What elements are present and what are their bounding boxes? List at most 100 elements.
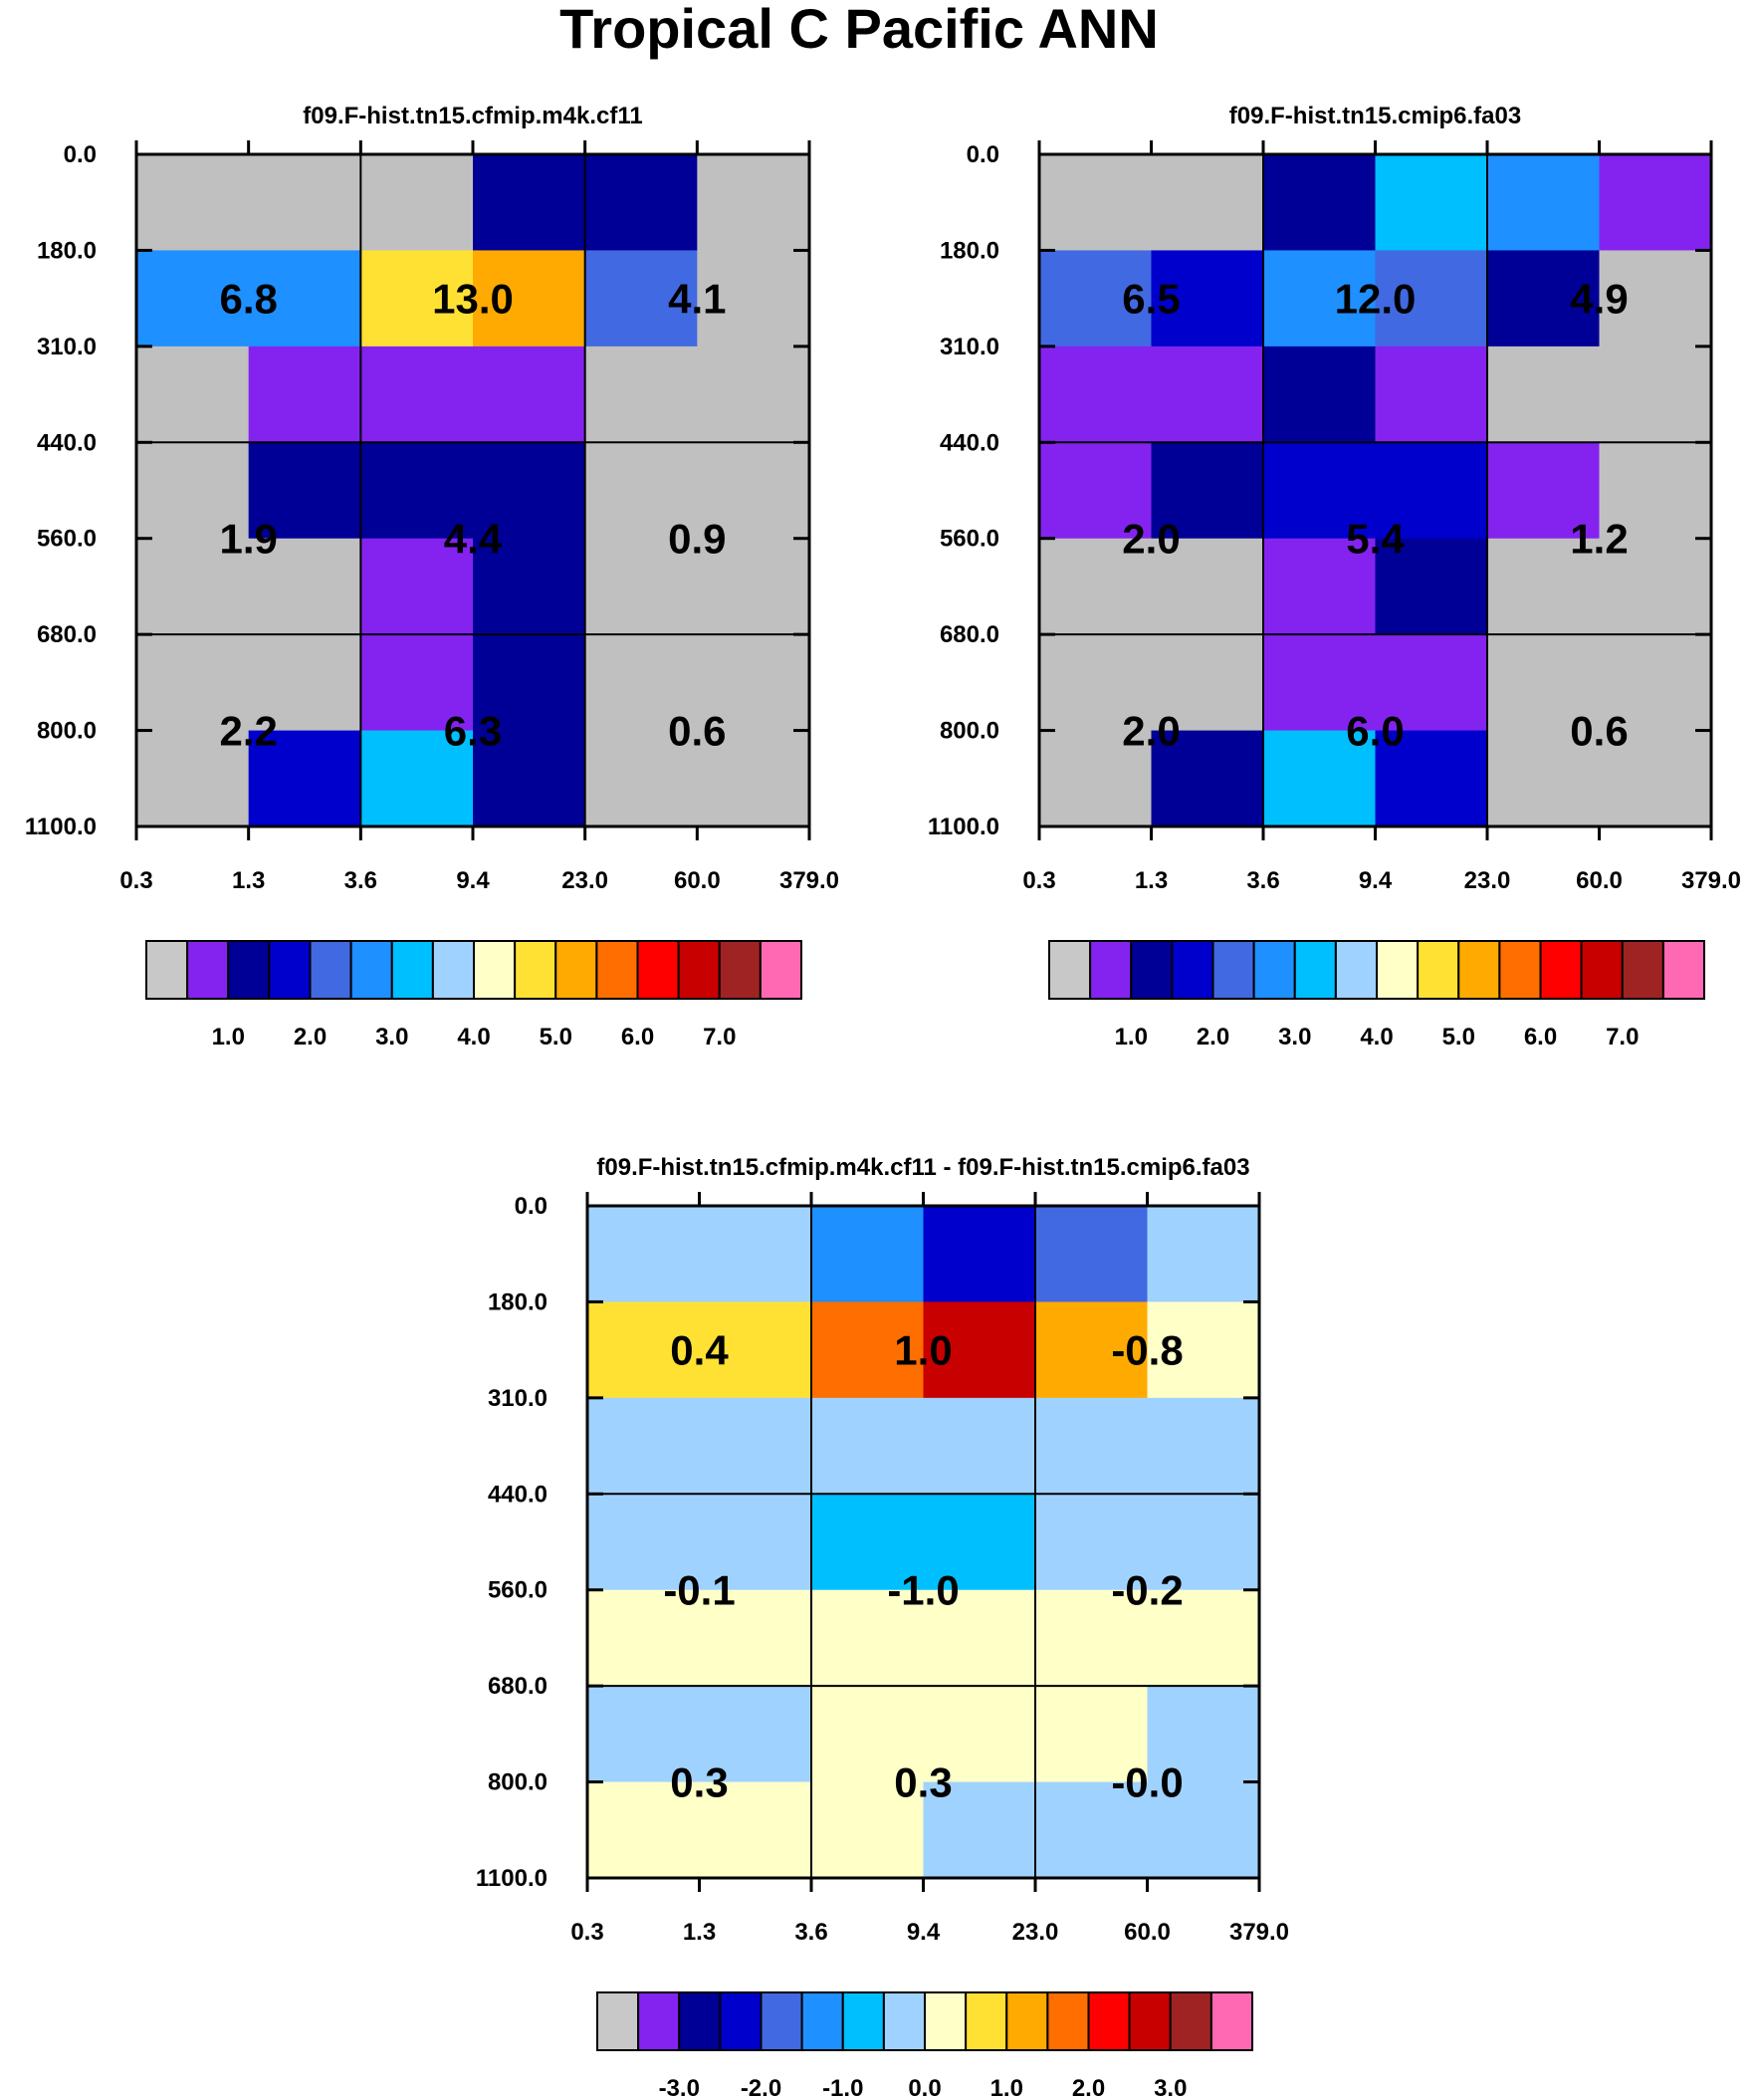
heatmap-cell <box>923 1206 1036 1303</box>
heatmap-cell <box>1035 1494 1149 1591</box>
heatmap-cell <box>473 538 586 635</box>
box-value-label: 1.9 <box>219 516 277 563</box>
colorbar-swatch <box>186 940 230 1000</box>
y-tick-label: 180.0 <box>940 237 999 264</box>
colorbar-swatch <box>1005 1991 1049 2051</box>
colorbar-swatch <box>1171 940 1214 1000</box>
box-value-label: 0.9 <box>668 516 726 563</box>
colorbar-swatch <box>1457 940 1501 1000</box>
heatmap-cell <box>1375 442 1488 540</box>
panel-difference: f09.F-hist.tn15.cfmip.m4k.cf11 - f09.F-h… <box>476 1154 1289 2100</box>
heatmap-cell <box>811 1397 925 1495</box>
colorbar-swatch <box>1621 940 1664 1000</box>
heatmap-cell <box>699 1781 812 1879</box>
heatmap-cell <box>1147 1206 1260 1303</box>
colorbar-swatch <box>1417 940 1460 1000</box>
y-tick-label: 0.0 <box>64 141 97 168</box>
heatmap-cell <box>1263 154 1377 252</box>
heatmap-cell <box>697 634 810 732</box>
colorbar-swatch <box>431 940 475 1000</box>
heatmap-cell <box>1375 730 1488 827</box>
heatmap-cell <box>587 1589 701 1687</box>
x-tick-label: 9.4 <box>1359 867 1393 894</box>
heatmap-cell <box>1487 250 1601 348</box>
x-tick-label: 23.0 <box>1464 867 1511 894</box>
colorbar-label: 5.0 <box>1442 1024 1475 1050</box>
box-value-label: 5.4 <box>1346 516 1405 563</box>
x-tick-label: 1.3 <box>232 867 265 894</box>
heatmap-cell <box>136 250 250 348</box>
heatmap-cell <box>248 250 361 348</box>
colorbar-swatch <box>1046 1991 1090 2051</box>
colorbar-swatch <box>1209 1991 1253 2051</box>
box-value-label: -1.0 <box>887 1567 959 1614</box>
heatmap-cell <box>811 1206 925 1303</box>
colorbar-swatch <box>1580 940 1624 1000</box>
x-tick-label: 0.3 <box>1022 867 1055 894</box>
panel-control: f09.F-hist.tn15.cmip6.fa03 0.0 180.0 310.0 4… <box>928 103 1741 1050</box>
colorbar-swatch <box>596 1991 640 2051</box>
heatmap-cell <box>1039 442 1153 540</box>
heatmap-cell <box>697 154 810 252</box>
panel-test: f09.F-hist.tn15.cfmip.m4k.cf11 0.0 180.0 31… <box>25 103 839 1050</box>
y-tick-label: 800.0 <box>940 718 999 745</box>
heatmap-cell <box>1263 634 1377 732</box>
heatmap-cell <box>699 1206 812 1303</box>
heatmap-cell <box>699 1494 812 1591</box>
colorbar-swatch <box>554 940 598 1000</box>
colorbar-label: 3.0 <box>1154 2075 1187 2100</box>
main-title: Tropical C Pacific ANN <box>559 0 1159 60</box>
heatmap-cell <box>923 1686 1036 1783</box>
heatmap-cell <box>697 346 810 443</box>
heatmap-cell <box>1151 346 1264 443</box>
y-tick-label: 310.0 <box>940 334 999 360</box>
y-tick-label: 560.0 <box>488 1577 548 1604</box>
heatmap-cell <box>923 1301 1036 1399</box>
colorbar-swatch <box>268 940 312 1000</box>
heatmap-cell <box>360 634 474 732</box>
colorbar-swatch <box>718 940 762 1000</box>
y-tick-label: 680.0 <box>37 621 97 648</box>
x-tick-label: 9.4 <box>456 867 490 894</box>
box-value-label: 0.4 <box>670 1327 729 1374</box>
y-tick-label: 310.0 <box>488 1385 548 1412</box>
box-value-label: 2.0 <box>1122 708 1180 755</box>
colorbar-swatch <box>1376 940 1420 1000</box>
colorbar-swatch <box>1128 1991 1172 2051</box>
heatmap-cell <box>1039 250 1153 348</box>
colorbar-swatch <box>1498 940 1542 1000</box>
box-value-label: 0.6 <box>1570 708 1628 755</box>
heatmap-cell <box>1147 1397 1260 1495</box>
heatmap-cell <box>1375 634 1488 732</box>
colorbar-label: 2.0 <box>294 1024 327 1050</box>
box-value-label: -0.2 <box>1111 1567 1183 1614</box>
colorbar-swatch <box>1661 940 1705 1000</box>
heatmap-cell <box>473 634 586 732</box>
box-value-label: -0.1 <box>663 1567 735 1614</box>
heatmap-cell <box>1151 154 1264 252</box>
colorbar-label: 7.0 <box>1606 1024 1639 1050</box>
box-value-label: 2.2 <box>219 708 277 755</box>
heatmap-cell <box>1147 1781 1260 1879</box>
colorbar-swatch <box>1087 1991 1131 2051</box>
y-tick-label: 0.0 <box>515 1193 548 1220</box>
heatmap-cell <box>1487 346 1601 443</box>
colorbar-label: 5.0 <box>540 1024 572 1050</box>
heatmap-cell <box>1035 1589 1149 1687</box>
x-tick-label: 3.6 <box>1246 867 1279 894</box>
colorbar-label: 3.0 <box>1278 1024 1311 1050</box>
box-value-label: 0.6 <box>668 708 726 755</box>
colorbar-label: 7.0 <box>703 1024 736 1050</box>
heatmap-cell <box>587 1781 701 1879</box>
colorbar-label: 2.0 <box>1072 2075 1105 2100</box>
heatmap-cell <box>923 1397 1036 1495</box>
colorbar-swatch <box>595 940 639 1000</box>
heatmap-cell <box>923 1589 1036 1687</box>
heatmap-cell <box>584 634 698 732</box>
heatmap-cell <box>587 1686 701 1783</box>
box-value-label: 0.3 <box>670 1759 728 1806</box>
x-tick-label: 1.3 <box>683 1919 716 1946</box>
colorbar-swatch <box>965 1991 1008 2051</box>
y-tick-label: 560.0 <box>940 526 999 553</box>
heatmap-cell <box>1039 154 1153 252</box>
